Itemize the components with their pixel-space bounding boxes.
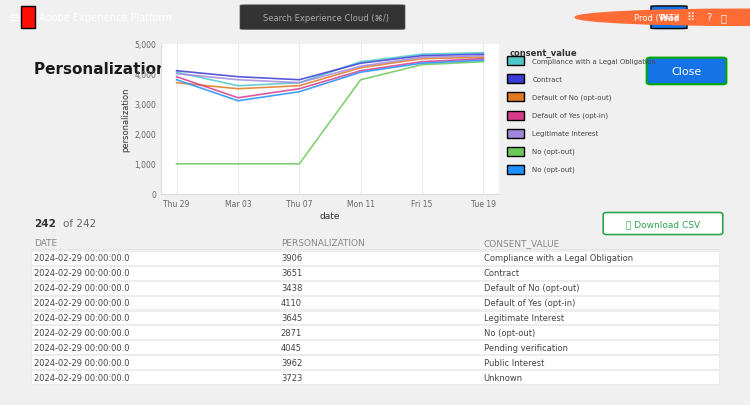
FancyBboxPatch shape xyxy=(507,57,524,66)
X-axis label: date: date xyxy=(320,211,340,220)
FancyBboxPatch shape xyxy=(646,58,727,85)
Text: 🔔: 🔔 xyxy=(721,13,727,23)
Text: Default of No (opt-out): Default of No (opt-out) xyxy=(484,284,579,292)
Text: 2024-02-29 00:00:00.0: 2024-02-29 00:00:00.0 xyxy=(34,284,130,292)
Text: Contract: Contract xyxy=(484,269,520,278)
Text: Personalization Consent Trends: Personalization Consent Trends xyxy=(34,62,305,77)
Text: 2024-02-29 00:00:00.0: 2024-02-29 00:00:00.0 xyxy=(34,328,130,337)
Text: ?: ? xyxy=(706,13,711,23)
FancyBboxPatch shape xyxy=(507,165,524,174)
Text: DATE: DATE xyxy=(34,238,58,247)
Text: Public Interest: Public Interest xyxy=(484,358,544,367)
FancyBboxPatch shape xyxy=(31,341,719,354)
Text: Unknown: Unknown xyxy=(484,373,523,382)
Text: 4110: 4110 xyxy=(280,298,302,307)
Text: 2871: 2871 xyxy=(280,328,302,337)
FancyBboxPatch shape xyxy=(507,147,524,156)
FancyBboxPatch shape xyxy=(31,266,719,280)
Text: 2024-02-29 00:00:00.0: 2024-02-29 00:00:00.0 xyxy=(34,269,130,278)
Text: 3651: 3651 xyxy=(280,269,302,278)
FancyBboxPatch shape xyxy=(31,370,719,384)
Text: 2024-02-29 00:00:00.0: 2024-02-29 00:00:00.0 xyxy=(34,298,130,307)
Text: 3645: 3645 xyxy=(280,313,302,322)
FancyBboxPatch shape xyxy=(507,111,524,120)
Text: Default of Yes (opt-in): Default of Yes (opt-in) xyxy=(484,298,575,307)
Text: 2024-02-29 00:00:00.0: 2024-02-29 00:00:00.0 xyxy=(34,343,130,352)
FancyBboxPatch shape xyxy=(21,7,34,29)
FancyBboxPatch shape xyxy=(507,75,524,84)
Text: 4045: 4045 xyxy=(280,343,302,352)
Text: No (opt-out): No (opt-out) xyxy=(484,328,535,337)
FancyBboxPatch shape xyxy=(240,6,405,30)
FancyBboxPatch shape xyxy=(651,7,687,30)
FancyBboxPatch shape xyxy=(31,296,719,310)
Text: Default of No (opt-out): Default of No (opt-out) xyxy=(532,94,612,101)
Text: consent_value: consent_value xyxy=(509,49,577,58)
Text: Contract: Contract xyxy=(532,77,562,83)
Text: 2024-02-29 00:00:00.0: 2024-02-29 00:00:00.0 xyxy=(34,254,130,263)
Text: Legitimate Interest: Legitimate Interest xyxy=(484,313,564,322)
FancyBboxPatch shape xyxy=(31,311,719,325)
Text: Adobe Experience Platform: Adobe Experience Platform xyxy=(39,13,172,23)
Text: ⤓ Download CSV: ⤓ Download CSV xyxy=(626,220,700,228)
Text: ≡: ≡ xyxy=(8,12,19,25)
Text: No (opt-out): No (opt-out) xyxy=(532,149,575,155)
Circle shape xyxy=(575,10,750,26)
Text: CONSENT_VALUE: CONSENT_VALUE xyxy=(484,238,560,247)
Text: 3723: 3723 xyxy=(280,373,302,382)
Text: Prod: Prod xyxy=(658,14,680,23)
Text: 2024-02-29 00:00:00.0: 2024-02-29 00:00:00.0 xyxy=(34,373,130,382)
FancyBboxPatch shape xyxy=(31,326,719,339)
Text: 3906: 3906 xyxy=(280,254,302,263)
FancyBboxPatch shape xyxy=(603,213,723,235)
Text: Prod (VAT): Prod (VAT) xyxy=(634,14,677,23)
Text: No (opt-out): No (opt-out) xyxy=(532,166,575,173)
Text: Close: Close xyxy=(671,66,702,77)
Text: PERSONALIZATION: PERSONALIZATION xyxy=(280,238,364,247)
Y-axis label: personalization: personalization xyxy=(122,87,130,151)
Text: Default of Yes (opt-in): Default of Yes (opt-in) xyxy=(532,113,608,119)
Text: 2024-02-29 00:00:00.0: 2024-02-29 00:00:00.0 xyxy=(34,313,130,322)
FancyBboxPatch shape xyxy=(507,93,524,102)
Text: ⠿: ⠿ xyxy=(686,13,694,23)
Text: Legitimate Interest: Legitimate Interest xyxy=(532,131,598,137)
Text: of 242: of 242 xyxy=(64,218,97,228)
Text: 242: 242 xyxy=(34,218,56,228)
FancyBboxPatch shape xyxy=(507,129,524,138)
Text: 2024-02-29 00:00:00.0: 2024-02-29 00:00:00.0 xyxy=(34,358,130,367)
FancyBboxPatch shape xyxy=(31,356,719,369)
Text: Pending verification: Pending verification xyxy=(484,343,568,352)
Text: 3438: 3438 xyxy=(280,284,302,292)
Text: Search Experience Cloud (⌘/): Search Experience Cloud (⌘/) xyxy=(263,14,389,23)
Text: Compliance with a Legal Obligation: Compliance with a Legal Obligation xyxy=(484,254,633,263)
FancyBboxPatch shape xyxy=(31,281,719,295)
FancyBboxPatch shape xyxy=(31,251,719,265)
Text: Compliance with a Legal Obligation: Compliance with a Legal Obligation xyxy=(532,59,656,65)
Text: 3962: 3962 xyxy=(280,358,302,367)
